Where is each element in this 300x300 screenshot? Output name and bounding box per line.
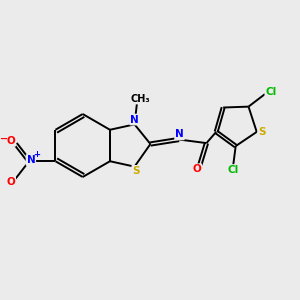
- Text: S: S: [258, 127, 266, 137]
- Text: O: O: [6, 177, 15, 187]
- Text: N: N: [175, 129, 184, 140]
- Text: CH₃: CH₃: [130, 94, 150, 103]
- Text: Cl: Cl: [227, 165, 238, 175]
- Text: N: N: [26, 155, 35, 165]
- Text: N: N: [130, 115, 139, 124]
- Text: O: O: [6, 136, 15, 146]
- Text: Cl: Cl: [266, 87, 277, 97]
- Text: O: O: [193, 164, 201, 174]
- Text: +: +: [33, 150, 40, 159]
- Text: S: S: [132, 166, 140, 176]
- Text: −: −: [0, 134, 8, 144]
